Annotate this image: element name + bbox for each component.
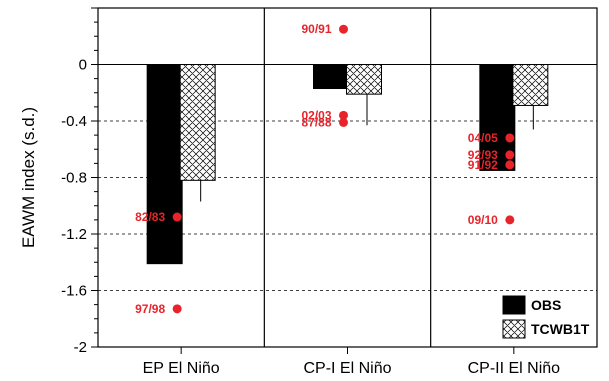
point-marker <box>505 133 515 143</box>
y-tick-label: 0 <box>79 57 87 74</box>
point-label: 04/05 <box>468 131 498 145</box>
y-tick-label: -2 <box>74 339 87 356</box>
bar-obs <box>146 64 183 265</box>
bar-tcwb1t <box>179 64 216 181</box>
point-marker <box>505 150 515 160</box>
legend-swatch-tcwb1t <box>502 319 526 339</box>
point-marker <box>339 110 348 120</box>
legend-swatch-obs <box>502 295 526 315</box>
category-label: EP El Niño <box>143 360 220 377</box>
point-marker <box>505 160 515 170</box>
point-label: 02/03 <box>301 108 331 122</box>
point-label: 82/83 <box>135 210 165 224</box>
category-label: CP-II El Niño <box>468 360 561 377</box>
point-marker <box>339 24 348 34</box>
y-tick-label: -1.6 <box>61 283 87 300</box>
legend-label-obs: OBS <box>531 297 561 313</box>
y-axis-label: EAWM index (s.d.) <box>19 107 38 248</box>
category-label: CP-I El Niño <box>303 360 391 377</box>
axes: 0 -0.4 -0.8 -1.2 -1.6 -2 EP El Niño CP-I El Niñ… <box>61 7 598 377</box>
point-label: 90/91 <box>301 22 331 36</box>
bar-obs <box>313 64 349 90</box>
point-marker <box>505 215 515 225</box>
point-marker <box>172 304 182 314</box>
point-label: 92/93 <box>468 148 498 162</box>
bar-tcwb1t <box>512 64 549 106</box>
error-bars <box>200 94 534 202</box>
y-tick-label: -0.8 <box>61 170 87 187</box>
point-label: 91/92 <box>468 158 498 172</box>
point-marker <box>172 212 182 222</box>
legend-label-tcwb1t: TCWB1T <box>531 321 590 337</box>
bar-tcwb1t <box>346 64 382 95</box>
point-label: 09/10 <box>468 213 498 227</box>
point-label: 87/88 <box>301 115 331 129</box>
point-marker <box>339 117 348 127</box>
point-label: 97/98 <box>135 302 165 316</box>
legend: OBS TCWB1T <box>502 295 590 339</box>
y-tick-label: -0.4 <box>61 113 87 130</box>
y-tick-label: -1.2 <box>61 226 87 243</box>
